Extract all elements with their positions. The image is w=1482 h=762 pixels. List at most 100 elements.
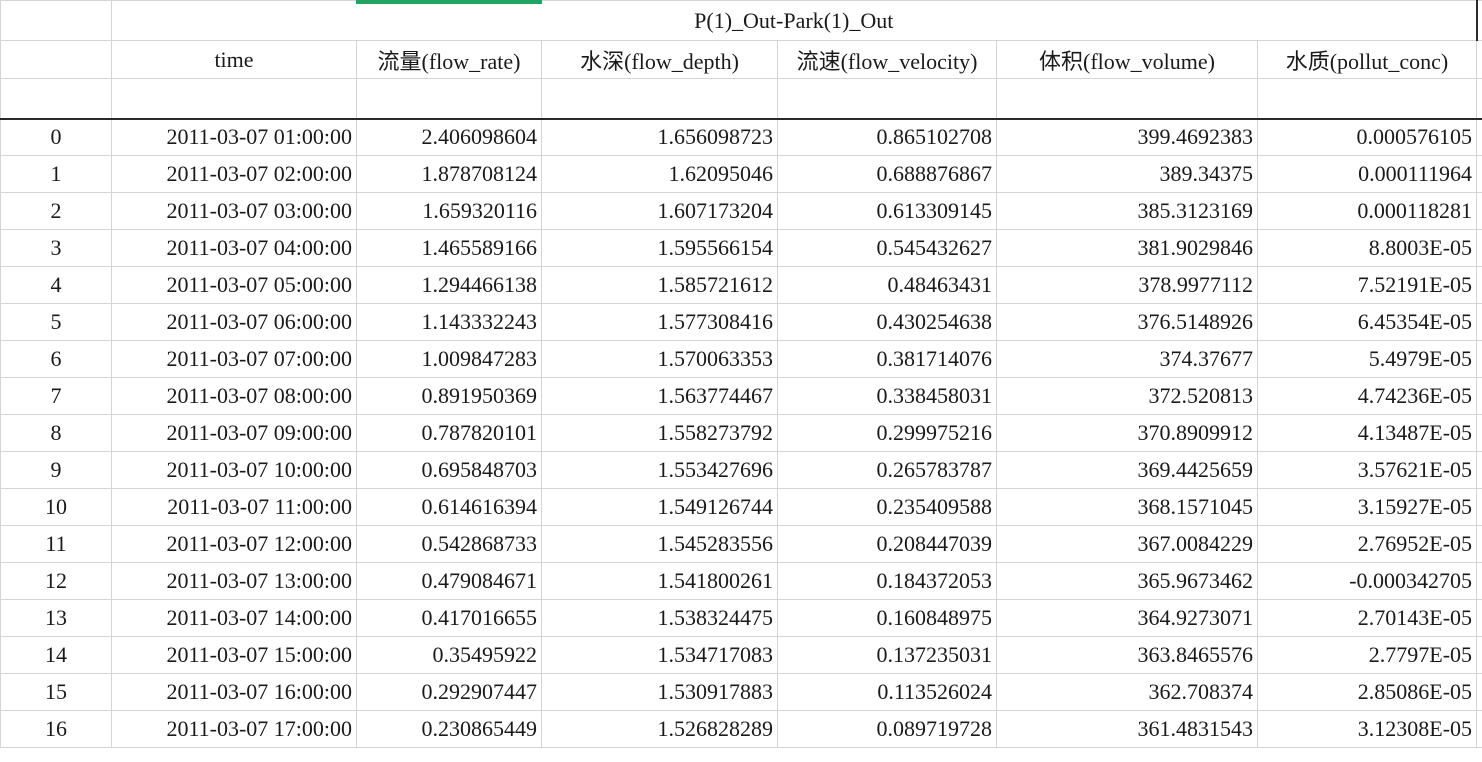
grid-cell[interactable] <box>1476 266 1482 304</box>
grid-cell[interactable] <box>1476 229 1482 267</box>
cell-time[interactable]: 2011-03-07 01:00:00 <box>111 118 357 156</box>
group-header-cell[interactable]: P(1)_Out-Park(1)_Out <box>110 0 1478 41</box>
cell-flow-depth[interactable]: 1.563774467 <box>541 377 778 415</box>
cell-flow-depth[interactable]: 1.607173204 <box>541 192 778 230</box>
row-index-cell[interactable]: 1 <box>0 155 112 193</box>
cell-flow-depth[interactable]: 1.595566154 <box>541 229 778 267</box>
cell-pollut-conc[interactable]: 4.74236E-05 <box>1256 377 1478 415</box>
cell-flow-volume[interactable]: 370.8909912 <box>996 414 1258 452</box>
cell-flow-velocity[interactable]: 0.613309145 <box>777 192 997 230</box>
cell-flow-volume[interactable]: 374.37677 <box>996 340 1258 378</box>
cell-pollut-conc[interactable]: 0.000576105 <box>1256 118 1478 156</box>
column-header-flow-velocity[interactable]: 流速(flow_velocity) <box>777 40 997 79</box>
index-header-cell[interactable] <box>0 40 112 79</box>
cell-time[interactable]: 2011-03-07 05:00:00 <box>111 266 357 304</box>
cell-flow-volume[interactable]: 369.4425659 <box>996 451 1258 489</box>
cell-flow-velocity[interactable]: 0.208447039 <box>777 525 997 563</box>
column-header-flow-rate[interactable]: 流量(flow_rate) <box>356 40 542 79</box>
row-index-cell[interactable]: 5 <box>0 303 112 341</box>
cell-pollut-conc[interactable]: 5.4979E-05 <box>1256 340 1478 378</box>
grid-cell[interactable] <box>996 78 1258 120</box>
cell-pollut-conc[interactable]: 2.7797E-05 <box>1256 636 1478 674</box>
cell-pollut-conc[interactable]: -0.000342705 <box>1256 562 1478 600</box>
column-header-pollut-conc[interactable]: 水质(pollut_conc) <box>1256 40 1478 79</box>
row-index-cell[interactable]: 6 <box>0 340 112 378</box>
cell-flow-velocity[interactable]: 0.545432627 <box>777 229 997 267</box>
cell-flow-volume[interactable]: 376.5148926 <box>996 303 1258 341</box>
cell-flow-velocity[interactable]: 0.865102708 <box>777 118 997 156</box>
cell-flow-velocity[interactable]: 0.089719728 <box>777 710 997 748</box>
cell-time[interactable]: 2011-03-07 15:00:00 <box>111 636 357 674</box>
column-header-flow-depth[interactable]: 水深(flow_depth) <box>541 40 778 79</box>
grid-cell[interactable] <box>1476 340 1482 378</box>
cell-time[interactable]: 2011-03-07 11:00:00 <box>111 488 357 526</box>
cell-flow-depth[interactable]: 1.549126744 <box>541 488 778 526</box>
cell-flow-rate[interactable]: 1.143332243 <box>356 303 542 341</box>
cell-pollut-conc[interactable]: 8.8003E-05 <box>1256 229 1478 267</box>
grid-cell[interactable] <box>1256 78 1478 120</box>
row-index-cell[interactable]: 13 <box>0 599 112 637</box>
grid-cell[interactable] <box>1476 599 1482 637</box>
cell-flow-depth[interactable]: 1.545283556 <box>541 525 778 563</box>
cell-time[interactable]: 2011-03-07 09:00:00 <box>111 414 357 452</box>
cell-pollut-conc[interactable]: 3.15927E-05 <box>1256 488 1478 526</box>
grid-cell[interactable] <box>1476 155 1482 193</box>
cell-flow-volume[interactable]: 385.3123169 <box>996 192 1258 230</box>
cell-flow-rate[interactable]: 0.695848703 <box>356 451 542 489</box>
column-header-flow-volume[interactable]: 体积(flow_volume) <box>996 40 1258 79</box>
row-index-cell[interactable]: 2 <box>0 192 112 230</box>
cell-flow-rate[interactable]: 0.787820101 <box>356 414 542 452</box>
row-index-cell[interactable]: 7 <box>0 377 112 415</box>
cell-flow-depth[interactable]: 1.62095046 <box>541 155 778 193</box>
cell-time[interactable]: 2011-03-07 08:00:00 <box>111 377 357 415</box>
cell-flow-rate[interactable]: 0.614616394 <box>356 488 542 526</box>
cell-time[interactable]: 2011-03-07 02:00:00 <box>111 155 357 193</box>
row-index-cell[interactable]: 14 <box>0 636 112 674</box>
cell-flow-rate[interactable]: 0.292907447 <box>356 673 542 711</box>
cell-flow-velocity[interactable]: 0.235409588 <box>777 488 997 526</box>
cell-flow-rate[interactable]: 1.659320116 <box>356 192 542 230</box>
cell-flow-depth[interactable]: 1.570063353 <box>541 340 778 378</box>
cell-flow-depth[interactable]: 1.538324475 <box>541 599 778 637</box>
cell-flow-volume[interactable]: 381.9029846 <box>996 229 1258 267</box>
cell-time[interactable]: 2011-03-07 17:00:00 <box>111 710 357 748</box>
cell-flow-depth[interactable]: 1.558273792 <box>541 414 778 452</box>
cell-flow-velocity[interactable]: 0.299975216 <box>777 414 997 452</box>
cell-time[interactable]: 2011-03-07 06:00:00 <box>111 303 357 341</box>
cell-flow-rate[interactable]: 1.294466138 <box>356 266 542 304</box>
cell-pollut-conc[interactable]: 6.45354E-05 <box>1256 303 1478 341</box>
cell-pollut-conc[interactable]: 0.000111964 <box>1256 155 1478 193</box>
grid-cell[interactable] <box>777 78 997 120</box>
cell-flow-depth[interactable]: 1.656098723 <box>541 118 778 156</box>
cell-flow-velocity[interactable]: 0.430254638 <box>777 303 997 341</box>
cell-flow-volume[interactable]: 378.9977112 <box>996 266 1258 304</box>
row-index-cell[interactable]: 10 <box>0 488 112 526</box>
cell-flow-volume[interactable]: 365.9673462 <box>996 562 1258 600</box>
cell-pollut-conc[interactable]: 4.13487E-05 <box>1256 414 1478 452</box>
grid-cell[interactable] <box>1476 414 1482 452</box>
index-cell[interactable] <box>0 78 112 120</box>
cell-flow-volume[interactable]: 361.4831543 <box>996 710 1258 748</box>
cell-flow-volume[interactable]: 367.0084229 <box>996 525 1258 563</box>
grid-cell[interactable] <box>1476 118 1482 156</box>
cell-time[interactable]: 2011-03-07 16:00:00 <box>111 673 357 711</box>
cell-time[interactable]: 2011-03-07 04:00:00 <box>111 229 357 267</box>
cell-flow-rate[interactable]: 2.406098604 <box>356 118 542 156</box>
grid-cell[interactable] <box>1476 710 1482 748</box>
grid-cell[interactable] <box>1476 78 1482 120</box>
column-header-time[interactable]: time <box>111 40 357 79</box>
cell-time[interactable]: 2011-03-07 14:00:00 <box>111 599 357 637</box>
row-index-cell[interactable]: 9 <box>0 451 112 489</box>
grid-cell[interactable] <box>1476 0 1482 41</box>
grid-cell[interactable] <box>1476 636 1482 674</box>
grid-cell[interactable] <box>1476 673 1482 711</box>
cell-pollut-conc[interactable]: 3.12308E-05 <box>1256 710 1478 748</box>
cell-pollut-conc[interactable]: 2.70143E-05 <box>1256 599 1478 637</box>
cell-flow-rate[interactable]: 0.35495922 <box>356 636 542 674</box>
grid-cell[interactable] <box>1476 40 1482 79</box>
cell-flow-depth[interactable]: 1.526828289 <box>541 710 778 748</box>
grid-cell[interactable] <box>1476 525 1482 563</box>
cell-time[interactable]: 2011-03-07 13:00:00 <box>111 562 357 600</box>
cell-pollut-conc[interactable]: 2.85086E-05 <box>1256 673 1478 711</box>
cell-flow-velocity[interactable]: 0.381714076 <box>777 340 997 378</box>
